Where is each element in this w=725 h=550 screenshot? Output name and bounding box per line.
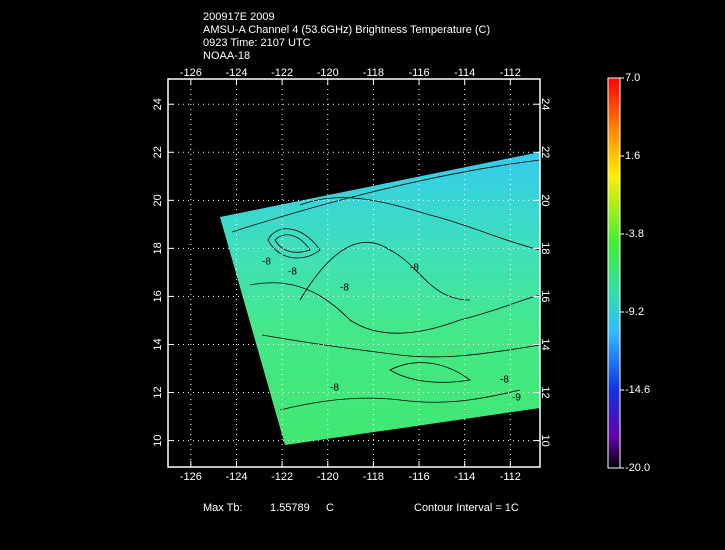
contour xyxy=(249,241,541,334)
contour-label: -9 xyxy=(512,393,521,404)
max-value: 1.55789 xyxy=(270,502,310,514)
unit: C xyxy=(326,502,334,514)
colorbar xyxy=(607,77,621,469)
colorbar-label: -14.6 xyxy=(625,384,650,396)
lat-tick-label: 14 xyxy=(539,338,551,350)
colorbar-label: 1.6 xyxy=(625,150,640,162)
colorbar-label: -9.2 xyxy=(625,306,644,318)
contour-label: -8 xyxy=(500,375,509,386)
contour xyxy=(279,389,521,411)
colorbar-label: -3.8 xyxy=(625,228,644,240)
lat-tick-label: 12 xyxy=(152,386,164,398)
lat-tick-label: 10 xyxy=(539,434,551,446)
lon-tick-label: -118 xyxy=(363,471,384,483)
lon-tick-label: -112 xyxy=(500,471,521,483)
colorbar-label: 7.0 xyxy=(625,72,640,84)
swath xyxy=(220,152,540,445)
lat-tick-label: 16 xyxy=(152,290,164,302)
contour xyxy=(267,228,321,259)
lon-tick-label: -126 xyxy=(180,67,202,79)
lon-tick-label: -114 xyxy=(454,67,475,79)
contour-interval: Contour Interval = 1C xyxy=(414,502,519,514)
lat-tick-label: 22 xyxy=(539,146,551,158)
lat-tick-label: 24 xyxy=(539,98,551,110)
lon-tick-label: -124 xyxy=(225,471,247,483)
max-label: Max Tb: xyxy=(203,502,243,514)
contour-label: -8 xyxy=(330,383,339,394)
contour-label: -8 xyxy=(288,267,297,278)
lat-tick-label: 16 xyxy=(539,290,551,302)
contour xyxy=(231,159,541,251)
lon-tick-label: -116 xyxy=(408,471,429,483)
map: -8 -8 -8 -8 -9 -8 -8 xyxy=(167,78,541,468)
colorbar-label: -20.0 xyxy=(625,462,650,474)
lat-tick-label: 22 xyxy=(152,146,164,158)
footer: Max Tb: 1.55789 C Contour Interval = 1C xyxy=(203,502,519,514)
header-line: AMSU-A Channel 4 (53.6GHz) Brightness Te… xyxy=(203,24,490,36)
contour-label: -8 xyxy=(340,283,349,294)
lon-tick-label: -122 xyxy=(271,471,293,483)
lon-tick-label: -126 xyxy=(180,471,202,483)
header: 200917E 2009 AMSU-A Channel 4 (53.6GHz) … xyxy=(203,11,490,62)
lon-tick-label: -120 xyxy=(317,67,339,79)
lon-tick-label: -118 xyxy=(363,67,384,79)
lat-tick-label: 24 xyxy=(152,98,164,110)
lon-tick-label: -114 xyxy=(454,471,475,483)
header-line: 0923 Time: 2107 UTC xyxy=(203,37,311,49)
contour xyxy=(261,334,541,383)
map-frame xyxy=(167,78,541,468)
lat-tick-label: 12 xyxy=(539,386,551,398)
contour-label: -8 xyxy=(262,257,271,268)
lon-tick-label: -116 xyxy=(408,67,429,79)
contour-label: -8 xyxy=(410,263,419,274)
lon-tick-label: -124 xyxy=(225,67,247,79)
lon-tick-label: -112 xyxy=(500,67,521,79)
lat-tick-label: 18 xyxy=(152,242,164,254)
lat-tick-label: 10 xyxy=(152,434,164,446)
lat-tick-label: 20 xyxy=(539,194,551,206)
lon-tick-label: -122 xyxy=(271,67,293,79)
header-line: 200917E 2009 xyxy=(203,11,275,23)
lat-tick-label: 20 xyxy=(152,194,164,206)
header-line: NOAA-18 xyxy=(203,50,250,62)
lon-tick-label: -120 xyxy=(317,471,339,483)
lat-tick-label: 18 xyxy=(539,242,551,254)
lat-tick-label: 14 xyxy=(152,338,164,350)
